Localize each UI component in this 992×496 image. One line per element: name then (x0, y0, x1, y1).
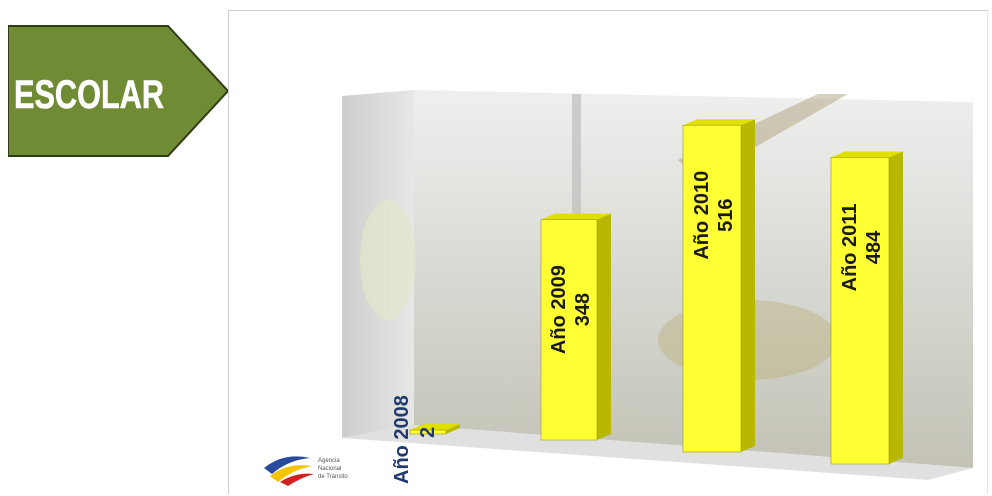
bar-side-3 (889, 151, 903, 464)
bg-vehicle (360, 200, 416, 320)
bar-side-0 (446, 424, 460, 434)
agency-logo: Agencia Nacional de Tránsito (264, 456, 348, 486)
bar-1 (540, 219, 598, 441)
badge-label: ESCOLAR (14, 73, 164, 117)
bar-top-2 (683, 119, 755, 126)
badge-shape (8, 25, 230, 157)
logo-line-3: de Tránsito (318, 474, 348, 480)
logo-swoosh-red (280, 473, 314, 486)
bars-layer: Año 2008 2 Año 2009 348 Año 2010 516 Año 2011 4… (391, 119, 903, 484)
bg-pole (572, 94, 581, 244)
bar-side-1 (597, 213, 611, 440)
bar-2 (682, 124, 742, 453)
logo-swoosh-blue (264, 456, 310, 474)
logo-line-2: Nacional (318, 466, 341, 472)
bar-top-3 (831, 151, 903, 158)
bar-value-label-3: 484 (863, 230, 885, 264)
bar-category-label-3: Año 2011 (839, 204, 861, 292)
escolar-badge: ESCOLAR (8, 25, 230, 157)
bar-top-0 (410, 424, 460, 430)
bar-category-label-1: Año 2009 (548, 265, 570, 354)
bar-category-label-0: Año 2008 (391, 395, 413, 484)
chart-frame (228, 10, 988, 494)
bar-chart: Año 2008 2 Año 2009 348 Año 2010 516 Año 2011 4… (342, 90, 973, 484)
bar-category-label-2: Año 2010 (691, 171, 713, 260)
bar-value-label-2: 516 (715, 199, 737, 232)
logo-swoosh-yellow (270, 465, 312, 482)
logo-line-1: Agencia (318, 458, 340, 464)
bar-value-label-0: 2 (417, 427, 439, 438)
bar-top-1 (541, 213, 611, 220)
chart-floor (342, 425, 973, 480)
bar-3 (830, 157, 890, 465)
bar-0 (409, 429, 447, 435)
bar-value-label-1: 348 (572, 293, 594, 326)
bar-side-2 (741, 119, 755, 452)
